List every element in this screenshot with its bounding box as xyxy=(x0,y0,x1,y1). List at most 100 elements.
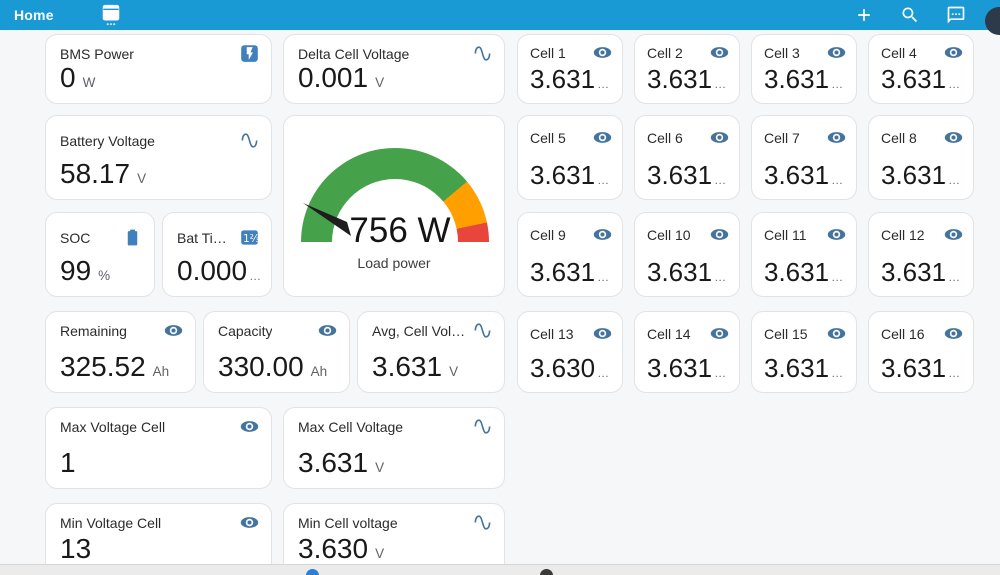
add-icon[interactable] xyxy=(854,5,874,25)
card-cell-15[interactable]: Cell 15 3.631… xyxy=(751,311,857,393)
card-unit: V xyxy=(375,75,385,90)
eye-icon xyxy=(827,324,846,343)
card-value: 325.52 xyxy=(60,350,146,382)
card-value: 3.630 xyxy=(298,532,369,564)
card-cell-1[interactable]: Cell 1 3.631… xyxy=(517,34,623,104)
card-value-truncation: … xyxy=(714,365,727,380)
card-label: Bat Ti… xyxy=(177,229,227,246)
card-value: 3.631 xyxy=(764,63,830,94)
card-cell-11[interactable]: Cell 11 3.631… xyxy=(751,212,857,297)
card-value-truncation: … xyxy=(948,76,961,91)
bottom-bar xyxy=(0,564,1000,575)
card-value-truncation: … xyxy=(597,365,610,380)
eye-icon xyxy=(240,513,259,532)
eye-icon xyxy=(827,225,846,244)
card-cell-3[interactable]: Cell 3 3.631… xyxy=(751,34,857,104)
card-min-voltage-cell[interactable]: Min Voltage Cell 13 xyxy=(45,503,272,575)
card-value-truncation: … xyxy=(597,172,610,187)
card-label: Cell 1 xyxy=(530,44,566,61)
card-cell-5[interactable]: Cell 5 3.631… xyxy=(517,115,623,200)
card-value: 330.00 xyxy=(218,350,304,382)
eye-icon xyxy=(710,225,729,244)
card-label: Cell 6 xyxy=(647,129,683,146)
eye-icon xyxy=(593,324,612,343)
eye-icon xyxy=(827,43,846,62)
card-cell-16[interactable]: Cell 16 3.631… xyxy=(868,311,974,393)
card-value: 3.631 xyxy=(530,256,596,287)
card-value: 3.631 xyxy=(764,352,830,383)
card-label: Cell 15 xyxy=(764,325,808,342)
card-cell-12[interactable]: Cell 12 3.631… xyxy=(868,212,974,297)
card-label: Avg, Cell Vol… xyxy=(372,322,466,339)
card-value-truncation: … xyxy=(948,269,961,284)
card-value: 3.631 xyxy=(647,352,713,383)
card-value-truncation: … xyxy=(714,76,727,91)
card-avg-cell-voltage[interactable]: Avg, Cell Vol… 3.631 V xyxy=(357,311,505,393)
card-label: Max Cell Voltage xyxy=(298,418,404,435)
card-value: 3.631 xyxy=(372,350,443,382)
card-value-truncation: … xyxy=(249,268,262,283)
bottom-partial-icon-dark[interactable] xyxy=(540,569,553,575)
card-unit: V xyxy=(375,545,385,561)
card-value: 0.001 xyxy=(298,62,369,93)
card-cell-8[interactable]: Cell 8 3.631… xyxy=(868,115,974,200)
card-remaining[interactable]: Remaining 325.52 Ah xyxy=(45,311,196,393)
eye-icon xyxy=(593,128,612,147)
card-bat-time[interactable]: Bat Ti… 0.000 … xyxy=(162,212,272,297)
card-label: Cell 4 xyxy=(881,44,917,61)
card-label: Min Voltage Cell xyxy=(60,514,162,531)
card-cell-14[interactable]: Cell 14 3.631… xyxy=(634,311,740,393)
eye-icon xyxy=(318,321,337,340)
card-label: Cell 5 xyxy=(530,129,566,146)
app-header: Home xyxy=(0,0,1000,35)
card-cell-7[interactable]: Cell 7 3.631… xyxy=(751,115,857,200)
card-value-truncation: … xyxy=(831,76,844,91)
gauge-label: Load power xyxy=(357,255,431,271)
eye-icon xyxy=(827,128,846,147)
card-unit: Ah xyxy=(310,363,328,379)
card-capacity[interactable]: Capacity 330.00 Ah xyxy=(203,311,350,393)
card-value: 3.631 xyxy=(530,63,596,94)
card-bms-power[interactable]: BMS Power 0 W xyxy=(45,34,272,104)
sine-wave-icon xyxy=(473,513,492,532)
card-delta-cell-voltage[interactable]: Delta Cell Voltage 0.001 V xyxy=(283,34,505,104)
sine-wave-icon xyxy=(240,131,259,150)
search-icon[interactable] xyxy=(900,5,920,25)
card-unit: V xyxy=(137,170,147,186)
card-cell-10[interactable]: Cell 10 3.631… xyxy=(634,212,740,297)
card-cell-13[interactable]: Cell 13 3.630… xyxy=(517,311,623,393)
eye-icon xyxy=(944,43,963,62)
card-label: Max Voltage Cell xyxy=(60,418,166,435)
card-value: 0.000 xyxy=(177,254,248,286)
card-battery-voltage[interactable]: Battery Voltage 58.17 V xyxy=(45,115,272,200)
card-value: 13 xyxy=(60,532,92,564)
eye-icon xyxy=(944,324,963,343)
card-load-power-gauge[interactable]: 756 W Load power xyxy=(283,115,505,297)
card-value-truncation: … xyxy=(831,172,844,187)
card-max-cell-voltage[interactable]: Max Cell Voltage 3.631 V xyxy=(283,407,505,489)
card-value-truncation: … xyxy=(714,269,727,284)
card-value: 3.631 xyxy=(530,159,596,190)
gauge-value: 756 W xyxy=(349,211,451,250)
assist-icon[interactable] xyxy=(946,5,966,25)
card-soc[interactable]: SOC 99 % xyxy=(45,212,155,297)
tab-home[interactable]: Home xyxy=(14,7,54,23)
tablet-dashboard-icon[interactable] xyxy=(100,2,122,28)
card-min-cell-voltage[interactable]: Min Cell voltage 3.630 V xyxy=(283,503,505,575)
card-value: 3.630 xyxy=(530,352,596,383)
card-cell-4[interactable]: Cell 4 3.631… xyxy=(868,34,974,104)
edge-partial-icon[interactable] xyxy=(985,7,1000,35)
card-max-voltage-cell[interactable]: Max Voltage Cell 1 xyxy=(45,407,272,489)
card-cell-2[interactable]: Cell 2 3.631… xyxy=(634,34,740,104)
card-cell-6[interactable]: Cell 6 3.631… xyxy=(634,115,740,200)
card-label: Cell 14 xyxy=(647,325,691,342)
gauge-arc xyxy=(301,148,489,242)
bottom-partial-icon-blue[interactable] xyxy=(306,569,319,575)
card-label: Cell 9 xyxy=(530,226,566,243)
eye-icon xyxy=(164,321,183,340)
card-cell-9[interactable]: Cell 9 3.631… xyxy=(517,212,623,297)
sine-wave-icon xyxy=(473,44,492,63)
card-label: Cell 8 xyxy=(881,129,917,146)
card-value-truncation: … xyxy=(597,269,610,284)
card-value: 3.631 xyxy=(881,256,947,287)
